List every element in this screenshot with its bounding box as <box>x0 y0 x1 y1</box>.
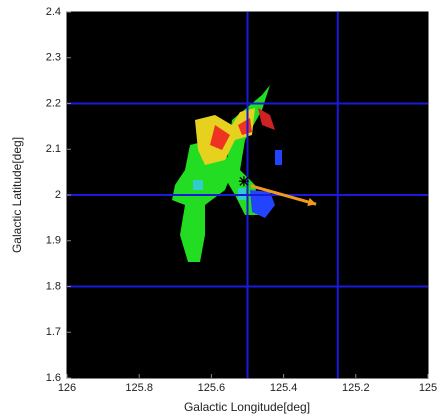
y-tick-label: 1.8 <box>46 280 61 292</box>
x-tick-label: 125.6 <box>198 382 226 394</box>
y-tick-label: 2 <box>55 189 61 201</box>
y-tick-label: 2.1 <box>46 143 61 155</box>
y-tick-label: 1.6 <box>46 372 61 384</box>
x-tick-label: 125.2 <box>342 382 370 394</box>
chart: Galactic Longitude[deg] Galactic Latitud… <box>0 0 444 417</box>
x-tick-label: 125.8 <box>125 382 153 394</box>
x-tick-label: 125 <box>419 382 437 394</box>
y-tick-label: 2.3 <box>46 52 61 64</box>
y-tick-label: 2.4 <box>46 6 61 18</box>
source-marker <box>239 176 249 186</box>
y-tick-label: 1.9 <box>46 235 61 247</box>
y-tick-label: 2.2 <box>46 97 61 109</box>
x-tick-label: 125.4 <box>270 382 298 394</box>
x-axis-title: Galactic Longitude[deg] <box>184 400 310 414</box>
y-axis-title: Galactic Latitude[deg] <box>10 137 24 253</box>
y-tick-label: 1.7 <box>46 326 61 338</box>
